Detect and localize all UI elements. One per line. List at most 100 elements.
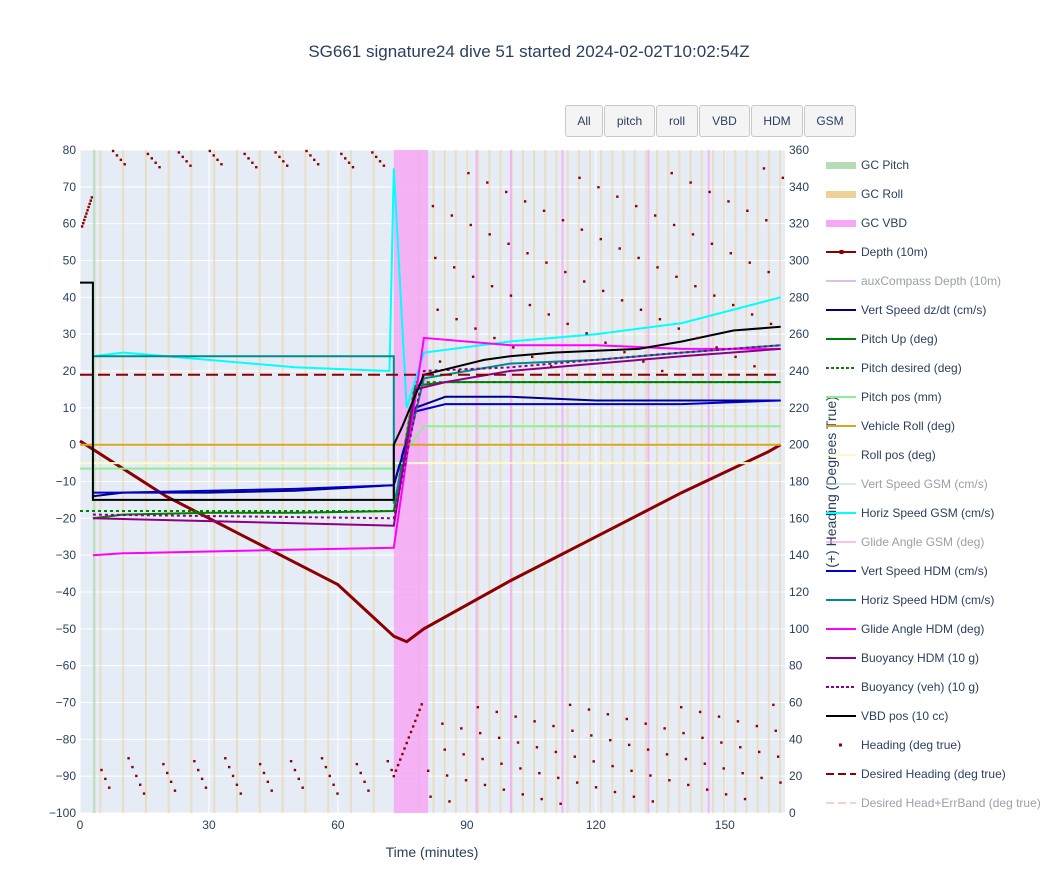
heading-point xyxy=(401,752,404,756)
heading-point xyxy=(583,280,586,283)
heading-point xyxy=(708,190,711,194)
vbd-button[interactable]: VBD xyxy=(699,105,750,137)
heading-point xyxy=(177,151,181,154)
legend-item[interactable]: Depth (10m) xyxy=(826,245,928,259)
heading-point xyxy=(698,710,702,714)
hdm-button[interactable]: HDM xyxy=(751,105,803,137)
heading-point xyxy=(434,256,437,260)
heading-point xyxy=(351,165,355,169)
y2-tick-label: 180 xyxy=(789,475,809,489)
legend-label: Depth (10m) xyxy=(861,245,928,259)
heading-point xyxy=(429,795,432,798)
legend-item[interactable]: Pitch Up (deg) xyxy=(826,332,938,346)
y-tick-label: −20 xyxy=(56,511,77,525)
heading-point xyxy=(613,790,617,794)
legend-label: Vert Speed HDM (cm/s) xyxy=(861,564,988,578)
heading-point xyxy=(255,165,258,169)
heading-point xyxy=(776,755,780,758)
all-button[interactable]: All xyxy=(565,105,603,137)
legend-label: VBD pos (10 cc) xyxy=(861,709,948,723)
heading-point xyxy=(216,158,219,162)
heading-point xyxy=(293,768,297,772)
heading-point xyxy=(755,724,759,728)
heading-point xyxy=(663,727,666,730)
heading-point xyxy=(514,715,517,718)
legend-item[interactable]: Horiz Speed GSM (cm/s) xyxy=(826,506,994,520)
heading-point xyxy=(416,714,419,717)
legend-item[interactable]: Glide Angle HDM (deg) xyxy=(826,622,984,636)
legend-item[interactable]: Roll pos (deg) xyxy=(826,448,936,462)
heading-point xyxy=(483,783,487,787)
series-line-3 xyxy=(79,439,782,644)
heading-point xyxy=(169,780,173,784)
heading-point xyxy=(189,164,192,167)
y-tick-label: −80 xyxy=(56,732,77,746)
legend-item[interactable]: Heading (deg true) xyxy=(839,738,961,752)
heading-point xyxy=(493,336,496,340)
legend-item[interactable]: Buoyancy (veh) (10 g) xyxy=(826,680,979,694)
heading-point xyxy=(519,767,522,770)
heading-point xyxy=(427,769,430,773)
heading-point xyxy=(495,710,498,714)
heading-point xyxy=(753,365,756,368)
gc-roll-band xyxy=(372,150,375,813)
heading-point xyxy=(443,748,446,751)
legend-label: GC Roll xyxy=(861,187,903,201)
gc-roll-band xyxy=(700,150,703,813)
legend-item[interactable]: Horiz Speed HDM (cm/s) xyxy=(826,593,994,607)
legend-label: Desired Head+ErrBand (deg true) xyxy=(861,796,1041,810)
legend-item[interactable]: Pitch pos (mm) xyxy=(826,390,942,404)
legend-item[interactable]: Desired Head+ErrBand (deg true) xyxy=(826,796,1041,810)
legend-item[interactable]: Vehicle Roll (deg) xyxy=(826,419,955,433)
heading-point xyxy=(715,346,718,349)
gc-roll-band xyxy=(734,150,737,813)
heading-point xyxy=(580,228,584,231)
legend-item[interactable]: Desired Heading (deg true) xyxy=(826,767,1006,781)
heading-point xyxy=(568,703,572,707)
heading-point xyxy=(316,163,320,166)
gsm-button[interactable]: GSM xyxy=(804,105,856,137)
heading-point xyxy=(705,788,709,791)
heading-point xyxy=(441,722,444,725)
legend-swatch xyxy=(839,743,842,747)
heading-point xyxy=(736,720,740,723)
heading-point xyxy=(420,703,423,706)
legend-item[interactable]: VBD pos (10 cc) xyxy=(826,709,948,723)
pitch-button[interactable]: pitch xyxy=(604,105,655,137)
heading-point xyxy=(479,731,482,735)
gc-roll-band xyxy=(667,150,670,813)
legend-item[interactable]: Buoyancy HDM (10 g) xyxy=(826,651,979,665)
heading-point xyxy=(135,774,138,778)
heading-point xyxy=(597,186,600,189)
heading-point xyxy=(166,771,169,775)
y-tick-label: 40 xyxy=(63,290,77,304)
heading-point xyxy=(500,762,503,765)
heading-point xyxy=(668,779,671,782)
gc-roll-band xyxy=(213,150,216,813)
heading-point xyxy=(566,322,569,326)
legend-item[interactable]: GC VBD xyxy=(826,216,907,230)
legend-item[interactable]: Pitch desired (deg) xyxy=(826,361,962,375)
heading-point xyxy=(694,284,697,288)
gc-roll-band xyxy=(533,150,536,813)
legend-item[interactable]: Glide Angle GSM (deg) xyxy=(826,535,984,549)
x-tick-label: 60 xyxy=(331,818,345,832)
heading-point xyxy=(467,171,470,175)
legend-item[interactable]: Vert Speed dz/dt (cm/s) xyxy=(826,303,986,317)
gc-roll-band xyxy=(144,150,147,813)
heading-point xyxy=(382,164,386,167)
legend-item[interactable]: GC Pitch xyxy=(826,158,909,172)
legend-item[interactable]: Vert Speed GSM (cm/s) xyxy=(826,477,988,491)
roll-button[interactable]: roll xyxy=(656,105,698,137)
legend-item[interactable]: Vert Speed HDM (cm/s) xyxy=(826,564,988,578)
heading-point xyxy=(620,299,624,302)
legend-item[interactable]: auxCompass Depth (10m) xyxy=(826,274,1001,288)
heading-point xyxy=(762,167,766,170)
heading-point xyxy=(623,350,626,354)
heading-point xyxy=(220,163,223,166)
heading-point xyxy=(677,327,681,330)
legend-item[interactable]: GC Roll xyxy=(826,187,903,201)
y-tick-label: −60 xyxy=(56,659,77,673)
heading-point xyxy=(469,223,472,227)
heading-point xyxy=(123,163,126,166)
